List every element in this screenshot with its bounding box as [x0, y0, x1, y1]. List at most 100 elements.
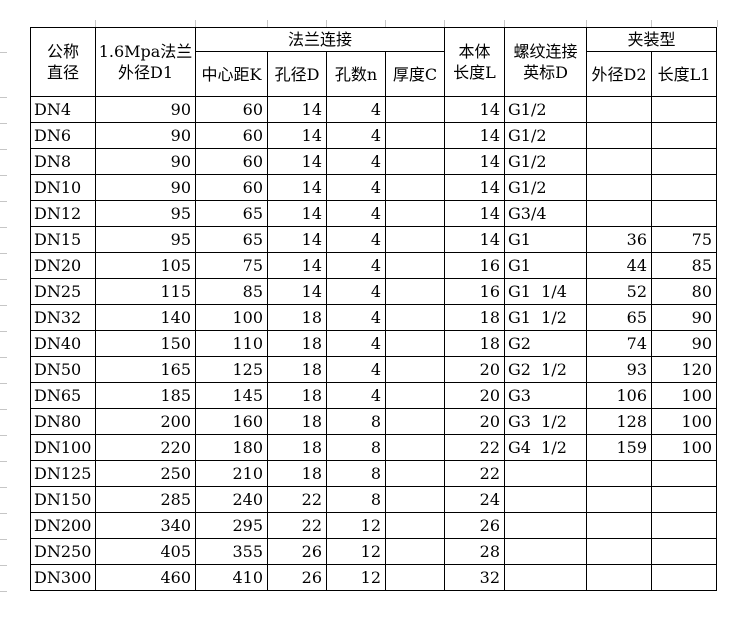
table-row: DN25 115 85 14 4 16 G1 1/4 52 80: [30, 278, 717, 305]
cell-thread-size: G1 1/2: [504, 304, 587, 331]
cell-thickness: [385, 96, 445, 123]
cell-thickness: [385, 408, 445, 435]
cell-body-length: 32: [444, 564, 505, 591]
cell-clamp-length: 90: [651, 304, 717, 331]
cell-flange-od: 90: [95, 148, 196, 175]
cell-clamp-length: [651, 538, 717, 565]
cell-hole-diameter: 18: [267, 382, 327, 409]
cell-clamp-od: 93: [586, 356, 652, 383]
gridline-tick: [0, 253, 7, 254]
cell-clamp-od: [586, 486, 652, 513]
cell-body-length: 20: [444, 356, 505, 383]
gridline-tick: [385, 20, 386, 27]
table-row: DN300 460 410 26 12 32: [30, 564, 717, 591]
table-row: DN200 340 295 22 12 26: [30, 512, 717, 539]
cell-clamp-od: 36: [586, 226, 652, 253]
cell-body-length: 28: [444, 538, 505, 565]
gridline-tick: [0, 201, 7, 202]
table-row: DN8 90 60 14 4 14 G1/2: [30, 148, 717, 175]
cell-clamp-length: [651, 148, 717, 175]
gridline-tick: [0, 461, 7, 462]
cell-hole-count: 4: [326, 252, 386, 279]
cell-clamp-length: 90: [651, 330, 717, 357]
cell-body-length: 18: [444, 304, 505, 331]
cell-clamp-length: [651, 486, 717, 513]
cell-hole-diameter: 22: [267, 486, 327, 513]
cell-body-length: 14: [444, 226, 505, 253]
cell-hole-count: 4: [326, 96, 386, 123]
cell-body-length: 18: [444, 330, 505, 357]
cell-clamp-od: [586, 122, 652, 149]
gridline-tick: [0, 591, 7, 592]
cell-clamp-length: [651, 122, 717, 149]
cell-hole-diameter: 14: [267, 96, 327, 123]
cell-hole-diameter: 14: [267, 122, 327, 149]
table-row: DN100 220 180 18 8 22 G4 1/2 159 100: [30, 434, 717, 461]
cell-nominal-diameter: DN150: [30, 486, 96, 513]
cell-thread-size: G1: [504, 226, 587, 253]
table-row: DN15 95 65 14 4 14 G1 36 75: [30, 226, 717, 253]
cell-hole-diameter: 14: [267, 278, 327, 305]
cell-thread-size: [504, 538, 587, 565]
cell-clamp-length: 100: [651, 408, 717, 435]
cell-thickness: [385, 434, 445, 461]
cell-body-length: 16: [444, 252, 505, 279]
cell-nominal-diameter: DN250: [30, 538, 96, 565]
cell-hole-count: 8: [326, 460, 386, 487]
cell-thickness: [385, 148, 445, 175]
cell-clamp-length: 100: [651, 434, 717, 461]
cell-center-distance: 60: [195, 122, 268, 149]
cell-center-distance: 160: [195, 408, 268, 435]
cell-clamp-length: [651, 564, 717, 591]
cell-nominal-diameter: DN300: [30, 564, 96, 591]
gridline-tick: [0, 539, 7, 540]
cell-flange-od: 405: [95, 538, 196, 565]
cell-body-length: 26: [444, 512, 505, 539]
cell-clamp-od: 106: [586, 382, 652, 409]
cell-flange-od: 150: [95, 330, 196, 357]
cell-thread-size: G1/2: [504, 122, 587, 149]
cell-body-length: 20: [444, 382, 505, 409]
cell-thickness: [385, 330, 445, 357]
gridline-tick: [0, 435, 7, 436]
col-header-clamp-type-group: 夹装型: [586, 27, 717, 52]
gridline-tick: [444, 20, 445, 27]
cell-nominal-diameter: DN10: [30, 174, 96, 201]
cell-thread-size: G3/4: [504, 200, 587, 227]
col-header-body-length: 本体 长度L: [444, 27, 505, 97]
flange-spec-table: 公称 直径 1.6Mpa法兰 外径D1 法兰连接 本体 长度L 螺纹连接 英标D…: [30, 27, 717, 591]
cell-flange-od: 285: [95, 486, 196, 513]
cell-thickness: [385, 122, 445, 149]
cell-flange-od: 105: [95, 252, 196, 279]
cell-thickness: [385, 512, 445, 539]
col-header-flange-connection-group: 法兰连接: [195, 27, 445, 52]
table-row: DN12 95 65 14 4 14 G3/4: [30, 200, 717, 227]
cell-flange-od: 90: [95, 122, 196, 149]
cell-clamp-od: 159: [586, 434, 652, 461]
cell-hole-count: 12: [326, 564, 386, 591]
cell-hole-count: 4: [326, 330, 386, 357]
cell-nominal-diameter: DN40: [30, 330, 96, 357]
cell-clamp-length: 85: [651, 252, 717, 279]
cell-thickness: [385, 226, 445, 253]
gridline-tick: [95, 20, 96, 27]
cell-thread-size: G1/2: [504, 96, 587, 123]
cell-hole-diameter: 14: [267, 226, 327, 253]
col-header-flange-od: 1.6Mpa法兰 外径D1: [95, 27, 196, 97]
cell-center-distance: 65: [195, 226, 268, 253]
cell-flange-od: 95: [95, 200, 196, 227]
cell-center-distance: 75: [195, 252, 268, 279]
cell-center-distance: 145: [195, 382, 268, 409]
table-row: DN40 150 110 18 4 18 G2 74 90: [30, 330, 717, 357]
cell-hole-count: 4: [326, 148, 386, 175]
cell-flange-od: 250: [95, 460, 196, 487]
cell-center-distance: 210: [195, 460, 268, 487]
cell-hole-diameter: 14: [267, 174, 327, 201]
cell-nominal-diameter: DN65: [30, 382, 96, 409]
cell-center-distance: 60: [195, 148, 268, 175]
cell-clamp-od: [586, 174, 652, 201]
gridline-tick: [0, 227, 7, 228]
cell-hole-count: 4: [326, 382, 386, 409]
cell-nominal-diameter: DN32: [30, 304, 96, 331]
